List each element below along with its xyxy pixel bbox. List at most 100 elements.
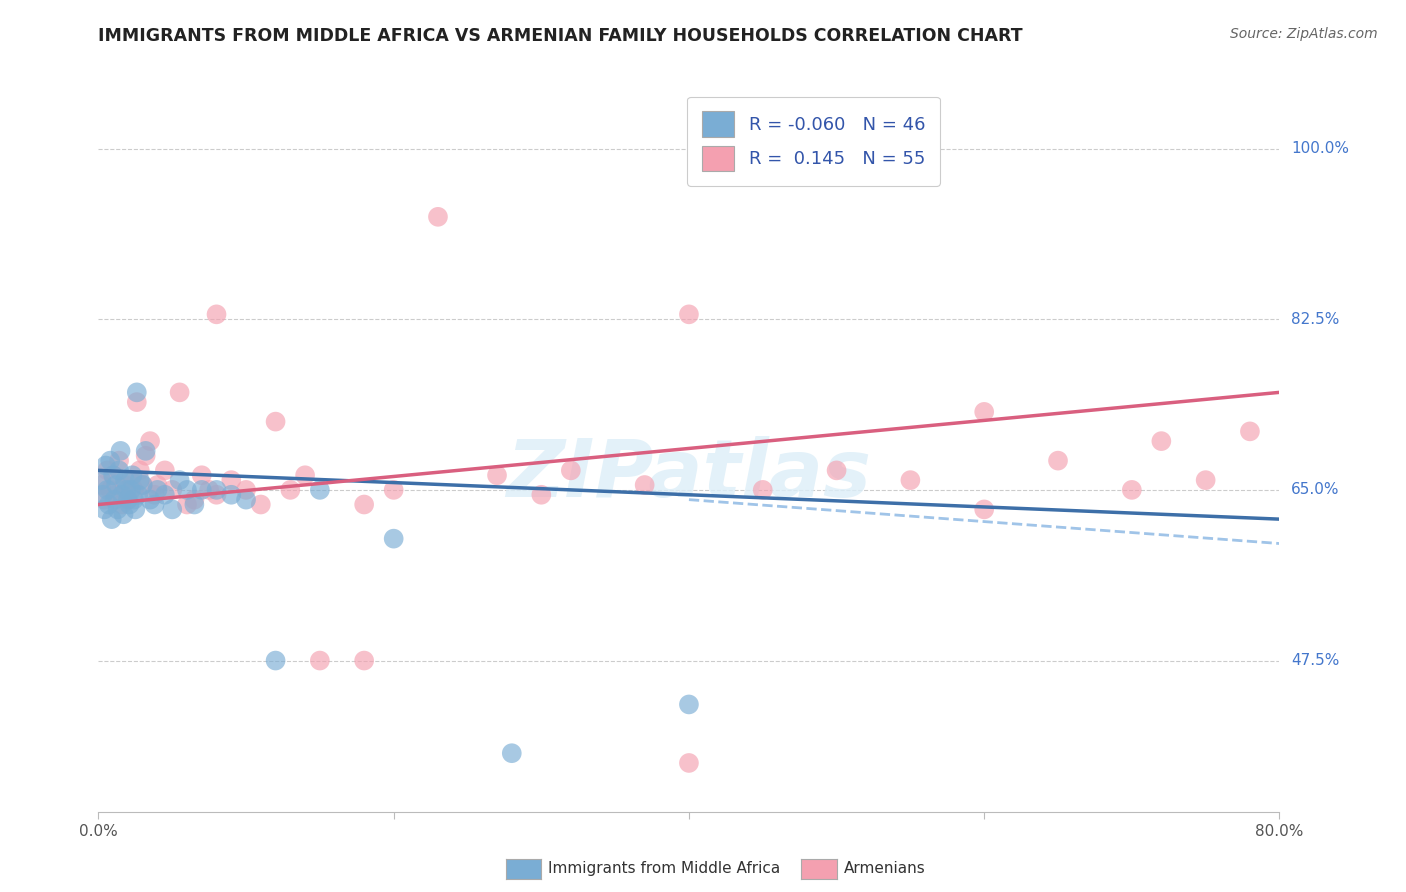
Point xyxy=(111,488,134,502)
Point xyxy=(176,498,198,512)
Point xyxy=(108,463,131,477)
Point xyxy=(153,463,176,477)
Point xyxy=(169,385,191,400)
Point xyxy=(235,483,257,497)
Point xyxy=(90,473,112,487)
Point xyxy=(427,210,450,224)
Point xyxy=(1121,483,1143,497)
Point xyxy=(139,492,162,507)
Point xyxy=(825,463,848,477)
Point xyxy=(973,405,995,419)
Point xyxy=(153,488,176,502)
Point xyxy=(93,502,115,516)
Point xyxy=(120,473,142,487)
Point xyxy=(128,473,150,487)
Point xyxy=(125,395,148,409)
Text: ZIPatlas: ZIPatlas xyxy=(506,436,872,515)
Point xyxy=(634,478,657,492)
Point xyxy=(103,468,125,483)
Point xyxy=(1047,453,1070,467)
Point xyxy=(125,385,148,400)
Point xyxy=(1150,434,1173,449)
Point xyxy=(309,654,332,668)
Point xyxy=(105,478,128,492)
Point xyxy=(205,483,228,497)
Point xyxy=(98,483,121,497)
Point xyxy=(353,498,375,512)
Point xyxy=(1239,425,1261,439)
Point xyxy=(115,483,138,497)
Point xyxy=(110,443,132,458)
Point xyxy=(139,434,162,449)
Point xyxy=(900,473,922,487)
Point xyxy=(191,468,214,483)
Point xyxy=(250,498,273,512)
Point xyxy=(114,478,136,492)
Text: Armenians: Armenians xyxy=(844,862,925,876)
Point xyxy=(135,443,157,458)
Point xyxy=(560,463,582,477)
Point xyxy=(97,498,120,512)
Point xyxy=(973,502,995,516)
Point xyxy=(264,415,287,429)
Point xyxy=(309,483,332,497)
Text: IMMIGRANTS FROM MIDDLE AFRICA VS ARMENIAN FAMILY HOUSEHOLDS CORRELATION CHART: IMMIGRANTS FROM MIDDLE AFRICA VS ARMENIA… xyxy=(98,27,1024,45)
Point xyxy=(169,473,191,487)
Point xyxy=(117,492,139,507)
Point xyxy=(108,453,131,467)
Point xyxy=(122,492,145,507)
Point xyxy=(191,483,214,497)
Point xyxy=(146,483,169,497)
Text: 82.5%: 82.5% xyxy=(1291,311,1340,326)
Point xyxy=(235,492,257,507)
Legend: R = -0.060   N = 46, R =  0.145   N = 55: R = -0.060 N = 46, R = 0.145 N = 55 xyxy=(688,96,939,186)
Point xyxy=(162,483,183,497)
Point xyxy=(135,449,157,463)
Point xyxy=(146,478,169,492)
Point xyxy=(205,307,228,321)
Point xyxy=(678,698,700,712)
Point xyxy=(104,492,127,507)
Point xyxy=(162,502,183,516)
Point xyxy=(107,502,129,516)
Point xyxy=(94,458,117,473)
Point xyxy=(132,478,155,492)
Point xyxy=(118,498,141,512)
Point xyxy=(752,483,775,497)
Point xyxy=(124,502,146,516)
Point xyxy=(678,756,700,770)
Point xyxy=(221,488,243,502)
Point xyxy=(128,463,150,477)
Point xyxy=(132,478,155,492)
Text: 100.0%: 100.0% xyxy=(1291,141,1350,156)
Point xyxy=(530,488,553,502)
Point xyxy=(122,483,145,497)
Point xyxy=(176,483,198,497)
Point xyxy=(205,488,228,502)
Text: Source: ZipAtlas.com: Source: ZipAtlas.com xyxy=(1230,27,1378,41)
Point xyxy=(111,498,134,512)
Point xyxy=(1195,473,1218,487)
Point xyxy=(382,483,405,497)
Point xyxy=(103,468,125,483)
Point xyxy=(221,473,243,487)
Point xyxy=(121,468,143,483)
Point xyxy=(353,654,375,668)
Point xyxy=(143,488,166,502)
Point xyxy=(98,453,121,467)
Point xyxy=(127,488,149,502)
Text: 65.0%: 65.0% xyxy=(1291,483,1340,498)
Point xyxy=(501,746,523,760)
Point xyxy=(96,463,118,477)
Point xyxy=(112,508,135,522)
Point xyxy=(183,492,205,507)
Point xyxy=(678,307,700,321)
Text: Immigrants from Middle Africa: Immigrants from Middle Africa xyxy=(548,862,780,876)
Point xyxy=(183,498,205,512)
Point xyxy=(91,488,114,502)
Point xyxy=(117,492,139,507)
Text: 47.5%: 47.5% xyxy=(1291,653,1340,668)
Point xyxy=(198,483,221,497)
Point xyxy=(264,654,287,668)
Point xyxy=(96,483,118,497)
